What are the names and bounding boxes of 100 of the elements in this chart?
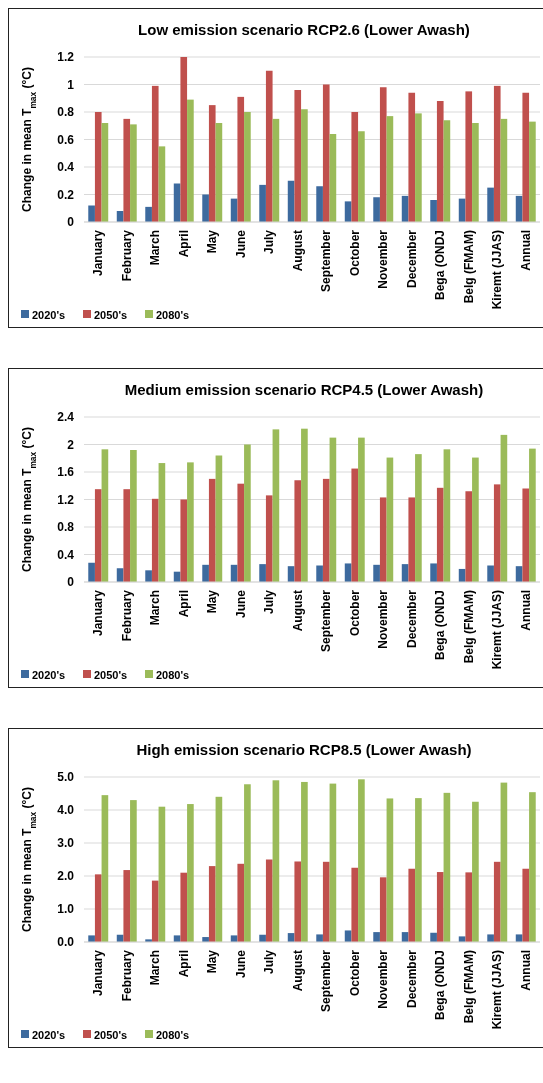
x-tick-label: August <box>290 950 305 992</box>
x-tick-label: July <box>262 229 277 255</box>
x-tick-label: February <box>119 589 134 642</box>
bar <box>94 489 102 582</box>
bar <box>259 184 266 222</box>
bar <box>123 118 131 222</box>
bar <box>322 861 330 942</box>
bar <box>472 123 479 222</box>
bar <box>123 489 131 582</box>
chart-title: Medium emission scenario RCP4.5 (Lower Awash) <box>124 381 484 398</box>
x-tick-label: October <box>347 229 362 277</box>
x-tick-label: September <box>319 949 334 1013</box>
y-tick-label: 0 <box>67 215 75 230</box>
y-tick-label: 4.0 <box>57 803 75 818</box>
bar <box>322 84 330 222</box>
bar <box>487 934 494 942</box>
x-tick-label: June <box>233 589 248 619</box>
bar <box>272 780 280 942</box>
bar <box>408 497 416 582</box>
chart-title: Low emission scenario RCP2.6 (Lower Awash) <box>138 21 470 38</box>
bar <box>472 801 479 942</box>
bar <box>101 795 109 942</box>
x-tick-label: November <box>376 229 391 289</box>
bar <box>259 564 266 582</box>
bar <box>443 792 451 942</box>
y-tick-label: 1.2 <box>57 492 75 507</box>
y-tick-label: 1.0 <box>57 902 75 917</box>
bar <box>208 866 216 942</box>
bar <box>180 499 188 582</box>
bar <box>351 112 359 222</box>
bar <box>101 449 109 582</box>
y-tick-label: 2.0 <box>57 869 75 884</box>
x-tick-label: October <box>347 589 362 637</box>
bar <box>493 861 501 942</box>
x-tick-label: Annual <box>518 590 533 631</box>
bar <box>522 868 530 942</box>
x-tick-label: June <box>233 229 248 259</box>
x-tick-label: March <box>148 590 163 626</box>
bar <box>529 121 536 222</box>
bar <box>94 874 102 942</box>
bar <box>465 91 473 222</box>
bar <box>180 57 188 222</box>
bar <box>244 112 251 222</box>
bar <box>322 478 330 582</box>
x-tick-label: December <box>404 949 419 1009</box>
bar <box>180 872 188 942</box>
bar <box>94 112 102 222</box>
bar <box>244 784 251 942</box>
x-tick-label: December <box>404 589 419 649</box>
bar <box>294 861 302 942</box>
y-tick-label: 5.0 <box>57 770 75 785</box>
legend-label: 2080's <box>156 668 190 681</box>
bar <box>88 562 95 582</box>
bar <box>358 437 365 582</box>
x-tick-label: August <box>290 230 305 272</box>
legend-label: 2080's <box>156 308 190 321</box>
bar <box>373 197 380 222</box>
bar <box>130 800 137 942</box>
bar <box>151 85 159 222</box>
x-tick-label: May <box>205 589 220 614</box>
bar <box>358 779 365 942</box>
bar <box>472 457 479 582</box>
bar <box>301 109 308 222</box>
bar <box>436 487 444 582</box>
bar <box>301 781 308 942</box>
bar <box>373 932 380 942</box>
x-tick-label: Bega (ONDJ <box>433 950 448 1021</box>
bar <box>316 186 323 222</box>
bar <box>187 462 194 582</box>
x-tick-label: Annual <box>518 950 533 991</box>
bar <box>265 859 273 942</box>
bar <box>408 92 416 222</box>
legend-label: 2050's <box>94 668 128 681</box>
y-tick-label: 1.2 <box>57 50 75 65</box>
bar <box>265 495 273 582</box>
x-tick-label: December <box>404 229 419 289</box>
bar <box>237 863 245 942</box>
bar <box>430 932 437 942</box>
x-tick-label: July <box>262 949 277 975</box>
bar <box>430 200 437 222</box>
bar <box>244 444 251 582</box>
bar <box>522 488 530 582</box>
y-tick-label: 2 <box>67 437 75 452</box>
bar <box>237 96 245 222</box>
y-tick-label: 0.2 <box>57 187 75 202</box>
legend-label: 2050's <box>94 1028 128 1041</box>
bar <box>386 798 394 942</box>
bar <box>316 565 323 582</box>
x-tick-label: April <box>176 230 191 258</box>
bar <box>465 491 473 582</box>
x-tick-label: Belg (FMAM) <box>461 950 476 1024</box>
x-tick-label: Annual <box>518 230 533 271</box>
x-tick-label: January <box>91 589 106 637</box>
bar <box>358 131 365 222</box>
bar <box>415 798 422 942</box>
bar <box>379 877 387 942</box>
bar <box>88 935 95 942</box>
bar <box>130 450 137 582</box>
bar <box>351 468 359 582</box>
bar <box>187 804 194 942</box>
